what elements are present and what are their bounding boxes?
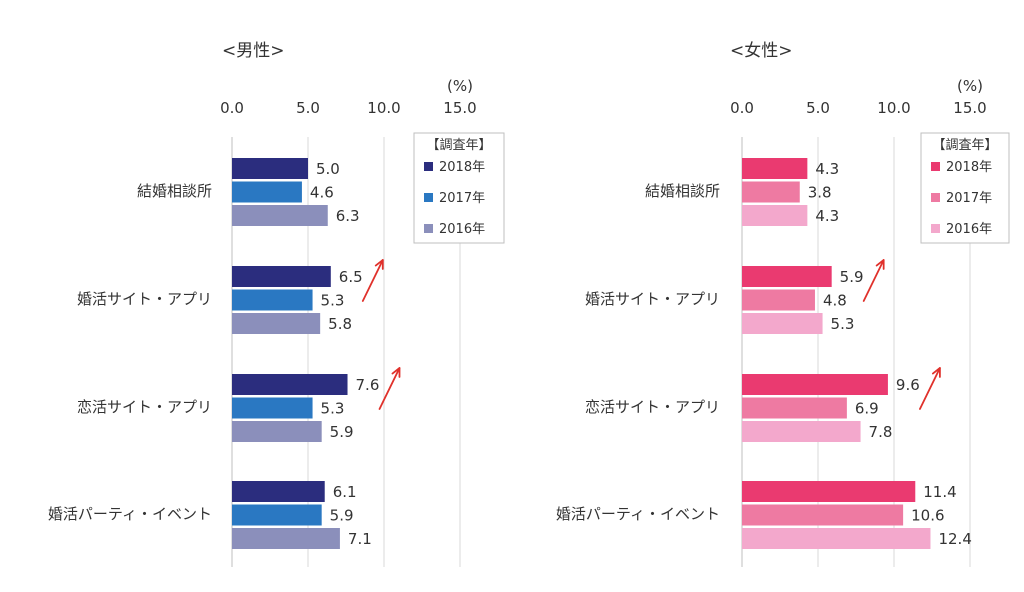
data-label: 5.3 — [321, 400, 345, 418]
legend-entry: 2017年 — [946, 191, 992, 206]
category-label: 結婚相談所 — [645, 182, 720, 200]
data-label: 4.8 — [823, 292, 847, 310]
bar — [742, 313, 823, 334]
legend-title: 【調査年】 — [426, 138, 491, 153]
trend-arrow-head — [931, 367, 941, 378]
data-label: 7.8 — [869, 423, 893, 441]
trend-arrow-shaft — [862, 259, 885, 302]
category-label: 恋活サイト・アプリ — [77, 398, 212, 416]
data-label: 6.9 — [855, 400, 879, 418]
category-label: 婚活パーティ・イベント — [556, 505, 720, 523]
trend-arrow-head — [374, 259, 384, 270]
x-tick-label: 10.0 — [877, 99, 910, 117]
legend-swatch — [931, 162, 940, 171]
x-tick-label: 5.0 — [296, 99, 320, 117]
chart-title: <男性> — [222, 41, 285, 61]
data-label: 7.1 — [348, 530, 372, 548]
bar — [232, 158, 308, 179]
data-label: 6.1 — [333, 483, 357, 501]
category-label: 婚活サイト・アプリ — [585, 290, 720, 308]
category-label: 婚活パーティ・イベント — [48, 505, 212, 523]
legend-swatch — [931, 193, 940, 202]
legend-swatch — [424, 224, 433, 233]
category-label: 結婚相談所 — [137, 182, 212, 200]
bar — [742, 481, 916, 502]
bar — [232, 481, 325, 502]
data-label: 7.6 — [356, 376, 380, 394]
data-label: 4.6 — [310, 184, 334, 202]
data-label: 5.9 — [330, 507, 354, 525]
axis-unit: (%) — [957, 77, 983, 95]
legend-entry: 2016年 — [946, 222, 992, 237]
trend-arrow-head — [391, 367, 401, 378]
legend-entry: 2018年 — [946, 160, 992, 175]
x-tick-label: 0.0 — [730, 99, 754, 117]
bar — [232, 266, 331, 287]
x-tick-label: 0.0 — [220, 99, 244, 117]
x-tick-label: 15.0 — [953, 99, 986, 117]
data-label: 5.9 — [840, 268, 864, 286]
bar — [232, 181, 302, 203]
trend-arrow-head — [875, 259, 885, 270]
legend-entry: 2016年 — [439, 222, 485, 237]
data-label: 12.4 — [938, 530, 971, 548]
bar — [742, 421, 861, 442]
x-tick-label: 5.0 — [806, 99, 830, 117]
bar — [232, 374, 348, 395]
x-tick-label: 15.0 — [443, 99, 476, 117]
data-label: 3.8 — [808, 184, 832, 202]
bar — [742, 181, 800, 203]
data-label: 5.3 — [831, 315, 855, 333]
bar — [232, 421, 322, 442]
bar — [742, 397, 847, 419]
bar — [232, 289, 313, 311]
data-label: 5.0 — [316, 160, 340, 178]
category-label: 婚活サイト・アプリ — [77, 290, 212, 308]
data-label: 11.4 — [923, 483, 956, 501]
bar — [742, 266, 832, 287]
bar — [232, 504, 322, 526]
bar — [742, 374, 888, 395]
chart-panel-male: <男性> (%) 0.0 5.0 10.0 15.0 結婚相談所 5.0 4.66.3 婚活サイト… — [48, 41, 505, 567]
data-label: 5.3 — [321, 292, 345, 310]
data-label: 5.9 — [330, 423, 354, 441]
data-label: 10.6 — [911, 507, 944, 525]
legend-swatch — [424, 162, 433, 171]
legend-swatch — [931, 224, 940, 233]
chart-panel-female: <女性> (%) 0.0 5.0 10.0 15.0 結婚相談所 4.3 3.8 4.3 婚活サイト… — [556, 41, 1010, 567]
bar — [742, 528, 931, 549]
data-label: 6.3 — [336, 207, 360, 225]
axis-unit: (%) — [447, 77, 473, 95]
legend-entry: 2017年 — [439, 191, 485, 206]
bar — [232, 528, 340, 549]
trend-arrow-shaft — [378, 367, 401, 410]
bar — [232, 397, 313, 419]
bar — [232, 205, 328, 226]
legend-title: 【調査年】 — [932, 138, 997, 153]
legend-swatch — [424, 193, 433, 202]
data-label: 4.3 — [815, 207, 839, 225]
bar — [742, 158, 808, 179]
category-label: 恋活サイト・アプリ — [585, 398, 720, 416]
bar — [742, 205, 808, 226]
data-label: 5.8 — [328, 315, 352, 333]
chart-title: <女性> — [730, 41, 793, 61]
bar — [742, 289, 815, 311]
data-label: 6.5 — [339, 268, 363, 286]
trend-arrow-shaft — [361, 259, 384, 302]
data-label: 4.3 — [815, 160, 839, 178]
legend-entry: 2018年 — [439, 160, 485, 175]
bar — [742, 504, 904, 526]
bar — [232, 313, 321, 334]
data-label: 9.6 — [896, 376, 920, 394]
x-tick-label: 10.0 — [367, 99, 400, 117]
trend-arrow-shaft — [919, 367, 941, 410]
